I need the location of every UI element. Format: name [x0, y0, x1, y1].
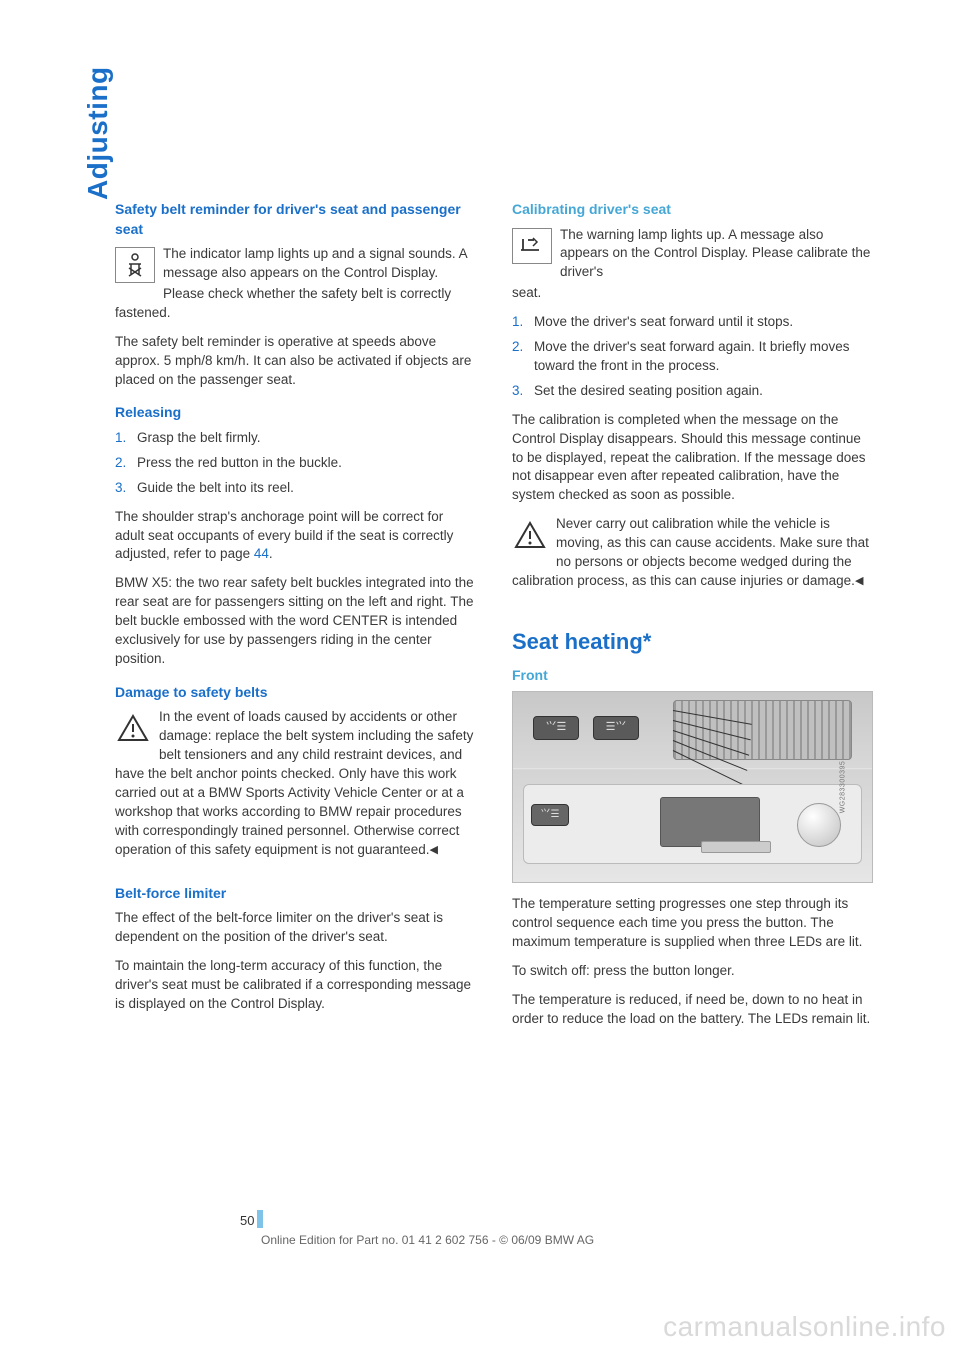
- text: In the event of loads caused by accident…: [115, 709, 473, 856]
- para-seat-word: seat.: [512, 284, 873, 303]
- heading-releasing: Releasing: [115, 403, 476, 423]
- list-item: 2.Move the driver's seat forward again. …: [512, 338, 873, 376]
- page-number: 50: [240, 1212, 254, 1230]
- list-releasing: 1.Grasp the belt firmly. 2.Press the red…: [115, 429, 476, 498]
- text: Online Edition for Part no. 01 41 2 602 …: [261, 1233, 594, 1247]
- list-item: 1.Grasp the belt firmly.: [115, 429, 476, 448]
- para-indicator-lamp: The indicator lamp lights up and a signa…: [115, 245, 476, 283]
- page-number-bar: [257, 1210, 263, 1228]
- list-text: Move the driver's seat forward until it …: [534, 313, 793, 332]
- column-right: Calibrating driver's seat The warning la…: [512, 200, 873, 1038]
- heading-safety-belt-reminder: Safety belt reminder for driver's seat a…: [115, 200, 476, 239]
- end-marker-icon: ◀: [855, 575, 863, 587]
- list-item: 3.Guide the belt into its reel.: [115, 479, 476, 498]
- text: Never carry out calibration while the ve…: [512, 516, 869, 588]
- text: The warning lamp lights up. A message al…: [560, 227, 870, 280]
- list-text: Move the driver's seat forward again. It…: [534, 338, 873, 376]
- page-ref-link[interactable]: 44: [254, 546, 269, 561]
- heading-front: Front: [512, 666, 873, 686]
- para-calibration-complete: The calibration is completed when the me…: [512, 411, 873, 505]
- list-text: Set the desired seating position again.: [534, 382, 763, 401]
- list-text: Grasp the belt firmly.: [137, 429, 261, 448]
- heading-seat-heating: Seat heating*: [512, 627, 873, 658]
- seat-calibrate-icon: [512, 228, 552, 264]
- list-item: 2.Press the red button in the buckle.: [115, 454, 476, 473]
- para-bmw-x5: BMW X5: the two rear safety belt buckles…: [115, 574, 476, 668]
- warning-icon: [115, 710, 151, 746]
- heading-calibrating: Calibrating driver's seat: [512, 200, 873, 220]
- para-temp-reduced: The temperature is reduced, if need be, …: [512, 991, 873, 1029]
- watermark: carmanualsonline.info: [663, 1307, 946, 1346]
- para-calibration-warning: Never carry out calibration while the ve…: [512, 515, 873, 591]
- para-switch-off: To switch off: press the button longer.: [512, 962, 873, 981]
- text-indicator-lamp: The indicator lamp lights up and a signa…: [163, 246, 467, 280]
- seat-heat-side-button-icon: ⺍☰: [531, 804, 569, 826]
- figure-credit: WG283300395: [839, 761, 849, 814]
- list-text: Guide the belt into its reel.: [137, 479, 294, 498]
- heading-damage-belts: Damage to safety belts: [115, 683, 476, 703]
- list-text: Press the red button in the buckle.: [137, 454, 342, 473]
- heading-belt-force: Belt-force limiter: [115, 884, 476, 904]
- list-item: 3.Set the desired seating position again…: [512, 382, 873, 401]
- end-marker-icon: ◀: [429, 844, 437, 856]
- para-warning-lamp: The warning lamp lights up. A message al…: [512, 226, 873, 283]
- list-item: 1.Move the driver's seat forward until i…: [512, 313, 873, 332]
- warning-icon: [512, 517, 548, 553]
- para-damage-belts: In the event of loads caused by accident…: [115, 708, 476, 859]
- para-belt-force-2: To maintain the long-term accuracy of th…: [115, 957, 476, 1014]
- para-reminder-speed: The safety belt reminder is operative at…: [115, 333, 476, 390]
- list-calibrating: 1.Move the driver's seat forward until i…: [512, 313, 873, 401]
- column-left: Safety belt reminder for driver's seat a…: [115, 200, 476, 1038]
- text: .: [269, 546, 273, 561]
- figure-seat-heating-controls: ⺍☰ ☰⺍ ⺍☰ WG283300395: [512, 691, 873, 883]
- page-content: Safety belt reminder for driver's seat a…: [115, 200, 875, 1038]
- text: The shoulder strap's anchorage point wil…: [115, 509, 453, 562]
- seat-heat-right-button-icon: ☰⺍: [593, 716, 639, 740]
- para-belt-force-1: The effect of the belt-force limiter on …: [115, 909, 476, 947]
- seat-heat-left-button-icon: ⺍☰: [533, 716, 579, 740]
- para-anchorage: The shoulder strap's anchorage point wil…: [115, 508, 476, 565]
- para-temperature-setting: The temperature setting progresses one s…: [512, 895, 873, 952]
- para-check-belt: Please check whether the safety belt is …: [115, 285, 476, 323]
- footer-text: Online Edition for Part no. 01 41 2 602 …: [115, 1232, 875, 1249]
- seatbelt-indicator-icon: [115, 247, 155, 283]
- side-tab-label: Adjusting: [78, 66, 117, 200]
